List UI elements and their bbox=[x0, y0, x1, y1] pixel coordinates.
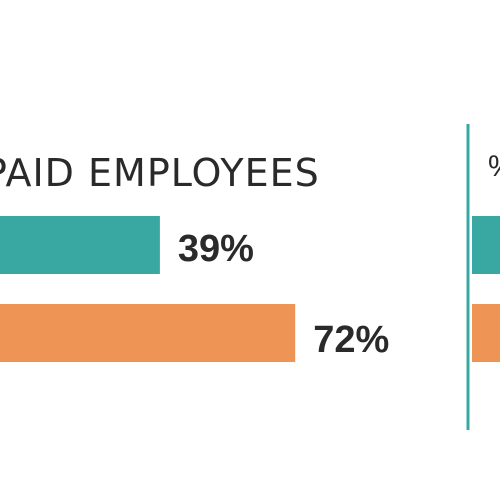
bar-second-panel-orange bbox=[472, 304, 500, 362]
bar-paid-employees-orange bbox=[0, 304, 296, 362]
group-label-paid-employees: PAID EMPLOYEES bbox=[0, 151, 320, 195]
value-label-paid-employees-teal: 39% bbox=[178, 228, 254, 270]
value-label-paid-employees-orange: 72% bbox=[313, 319, 389, 361]
bar-paid-employees-teal bbox=[0, 216, 160, 274]
bar-second-panel-teal bbox=[472, 216, 500, 274]
group-label-second-panel: % bbox=[488, 150, 500, 183]
